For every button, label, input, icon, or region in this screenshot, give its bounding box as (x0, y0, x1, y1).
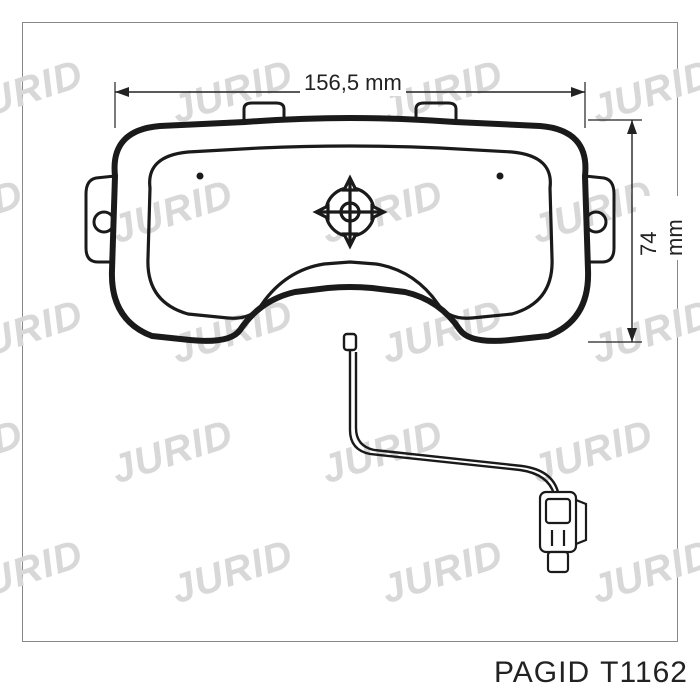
dim-width-label: 156,5 mm (300, 70, 406, 96)
footer-brand: PAGID (494, 656, 590, 690)
diagram-canvas: JURIDJURIDJURIDJURIDJURIDJURIDJURIDJURID… (0, 0, 700, 700)
dim-height-label: 74 mm (636, 196, 688, 260)
wear-sensor-connector (540, 492, 586, 572)
pad-center-hub (316, 178, 384, 246)
technical-drawing-svg (0, 0, 700, 700)
footer-bar: PAGID T1162 (0, 644, 700, 700)
wear-sensor-wire (344, 334, 558, 494)
footer-part-number: T1162 (600, 656, 688, 690)
